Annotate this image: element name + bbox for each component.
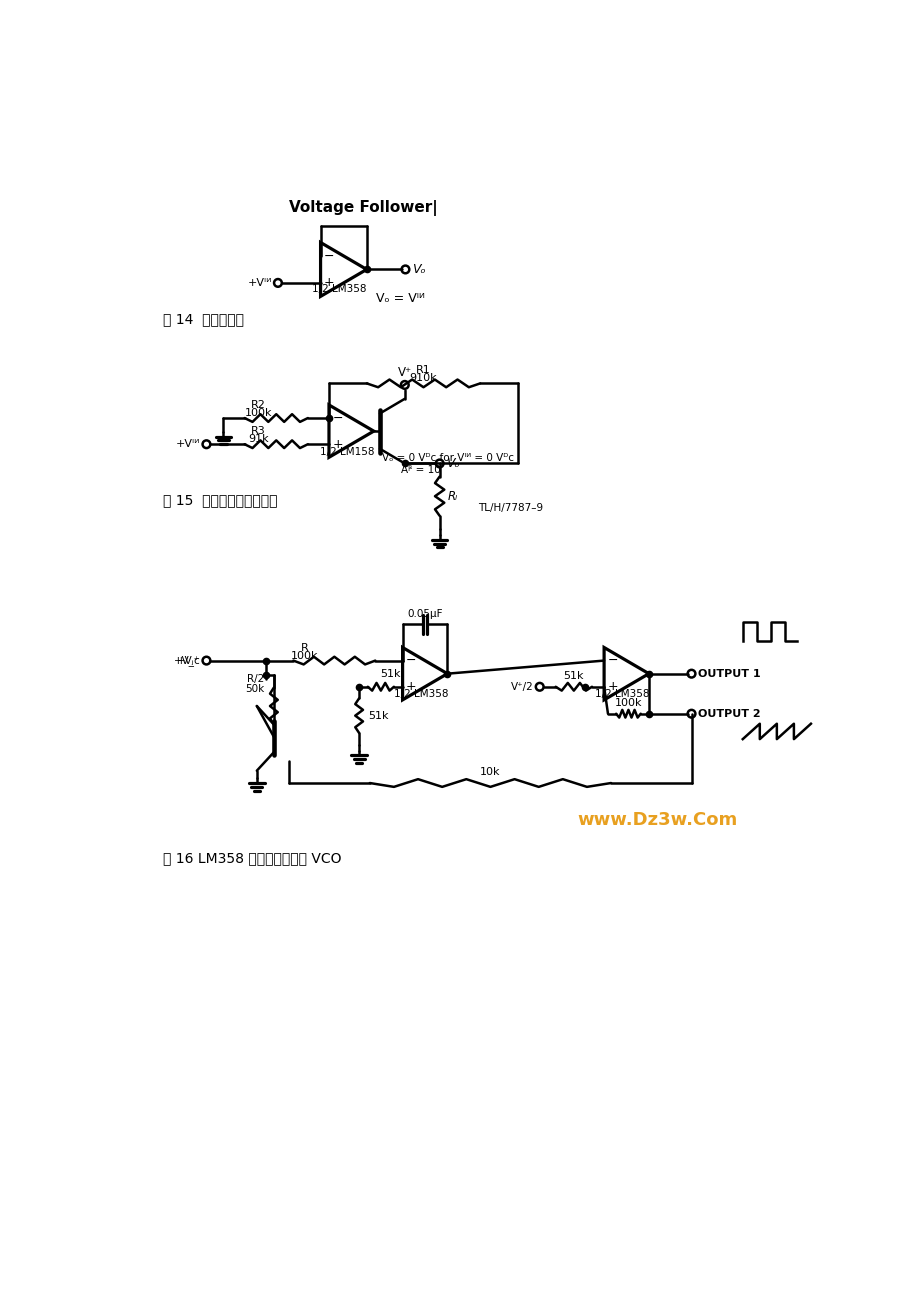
Text: 0.05μF: 0.05μF [407,608,442,618]
Text: +: + [607,680,618,693]
Text: −: − [332,411,343,424]
Text: 10k: 10k [480,767,500,777]
Text: V⁺: V⁺ [397,366,412,379]
Text: +Vᴵᴻ: +Vᴵᴻ [247,277,271,288]
Text: Vₒ: Vₒ [446,457,459,470]
Text: 1/2 LM358: 1/2 LM358 [595,689,649,699]
Text: 51k: 51k [380,669,400,680]
Text: 51k: 51k [368,711,389,720]
Text: OUTPUT 1: OUTPUT 1 [697,669,759,678]
Text: 100k: 100k [290,651,318,661]
Text: 1/2 LM158: 1/2 LM158 [320,447,374,457]
Text: +: + [323,276,334,289]
Text: 51k: 51k [563,671,584,681]
Text: V⁺/2: V⁺/2 [510,682,533,691]
Text: 图 14  电压跟随器: 图 14 电压跟随器 [163,312,244,327]
Text: R: R [301,643,309,654]
Text: www.Dz3w.Com: www.Dz3w.Com [577,811,737,829]
Text: TL/H/7787–9: TL/H/7787–9 [477,503,542,513]
Text: Vₒ: Vₒ [411,263,425,276]
Text: Vₒ = 0 Vᴰc for Vᴵᴻ = 0 Vᴰc: Vₒ = 0 Vᴰc for Vᴵᴻ = 0 Vᴰc [381,453,513,464]
Text: +: + [332,437,343,450]
Text: 图 16 LM358 电压控制振荡器 VCO: 图 16 LM358 电压控制振荡器 VCO [163,852,341,866]
Text: 1/2 LM358: 1/2 LM358 [393,689,448,699]
Text: Vₒ = Vᴵᴻ: Vₒ = Vᴵᴻ [376,292,425,305]
Text: 50k: 50k [245,685,265,694]
Text: Voltage Follower|: Voltage Follower| [289,199,437,216]
Text: −: − [323,250,334,263]
Text: +Vⱼ⁺: +Vⱼ⁺ [177,656,200,665]
Text: 图 15  功率放大器外围电路: 图 15 功率放大器外围电路 [163,493,278,508]
Text: Aᵝ = 10: Aᵝ = 10 [401,465,440,475]
Text: Rₗ: Rₗ [447,490,457,503]
Text: −: − [607,654,618,667]
Text: 100k: 100k [614,698,641,708]
Text: R1: R1 [415,366,430,375]
Text: 100k: 100k [244,408,272,418]
Text: R/2: R/2 [247,673,265,684]
Text: OUTPUT 2: OUTPUT 2 [697,708,759,719]
Text: +Vᴵᴻ: +Vᴵᴻ [176,439,200,449]
Text: 91k: 91k [248,434,268,444]
Text: −: − [405,654,416,667]
Text: R3: R3 [251,426,266,436]
Text: R2: R2 [251,400,266,410]
Text: +: + [405,680,416,693]
Text: 910k: 910k [409,372,437,383]
Text: +V_c: +V_c [174,655,200,667]
Text: 1/2 LM358: 1/2 LM358 [312,284,367,294]
